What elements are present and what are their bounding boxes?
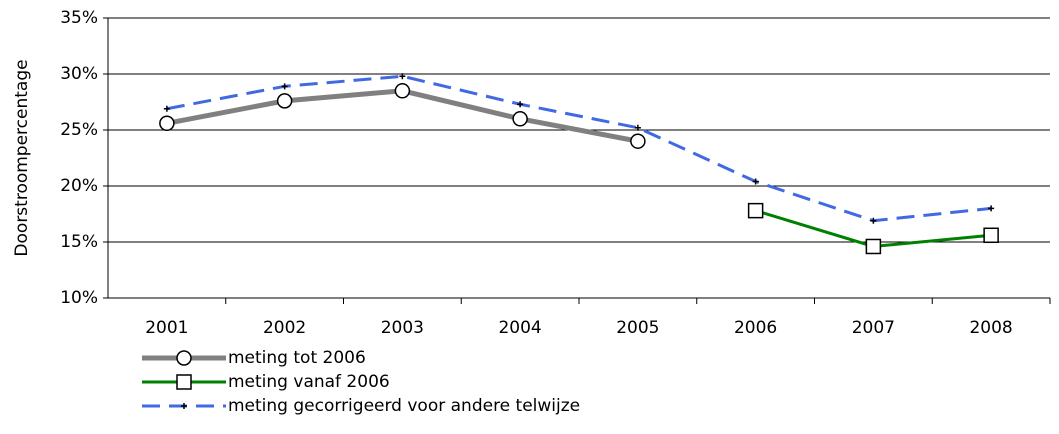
- marker: [281, 83, 288, 90]
- marker: [394, 83, 411, 99]
- y-tick-label: 30%: [60, 64, 98, 84]
- x-tick-label: 2008: [969, 318, 1012, 338]
- marker: [512, 111, 528, 127]
- marker: [181, 403, 187, 409]
- legend-label: meting gecorrigeerd voor andere telwijze: [228, 396, 580, 416]
- x-tick-label: 2002: [263, 318, 306, 338]
- marker: [163, 105, 170, 112]
- marker: [988, 205, 995, 212]
- marker: [176, 350, 192, 366]
- marker: [870, 217, 877, 224]
- marker: [752, 178, 759, 185]
- x-tick-label: 2007: [852, 318, 895, 338]
- y-tick-label: 20%: [60, 176, 98, 196]
- marker: [983, 227, 999, 244]
- y-tick-label: 10%: [60, 288, 98, 308]
- marker: [865, 238, 882, 255]
- marker: [159, 115, 175, 132]
- x-tick-label: 2006: [734, 318, 777, 338]
- x-tick-label: 2003: [381, 318, 424, 338]
- x-tick-label: 2005: [616, 318, 659, 338]
- y-tick-label: 15%: [60, 232, 98, 252]
- legend-label: meting tot 2006: [228, 348, 366, 368]
- x-tick-label: 2001: [145, 318, 188, 338]
- marker: [747, 202, 764, 219]
- y-tick-label: 35%: [60, 8, 98, 28]
- y-axis-title: Doorstroompercentage: [12, 59, 32, 256]
- series-line: [166, 74, 992, 223]
- marker: [399, 73, 406, 80]
- legend-label: meting vanaf 2006: [228, 372, 390, 392]
- y-tick-label: 25%: [60, 120, 98, 140]
- marker: [276, 93, 293, 109]
- marker: [176, 374, 192, 390]
- x-tick-label: 2004: [498, 318, 541, 338]
- marker: [634, 124, 641, 131]
- marker: [517, 101, 524, 108]
- marker: [630, 133, 646, 149]
